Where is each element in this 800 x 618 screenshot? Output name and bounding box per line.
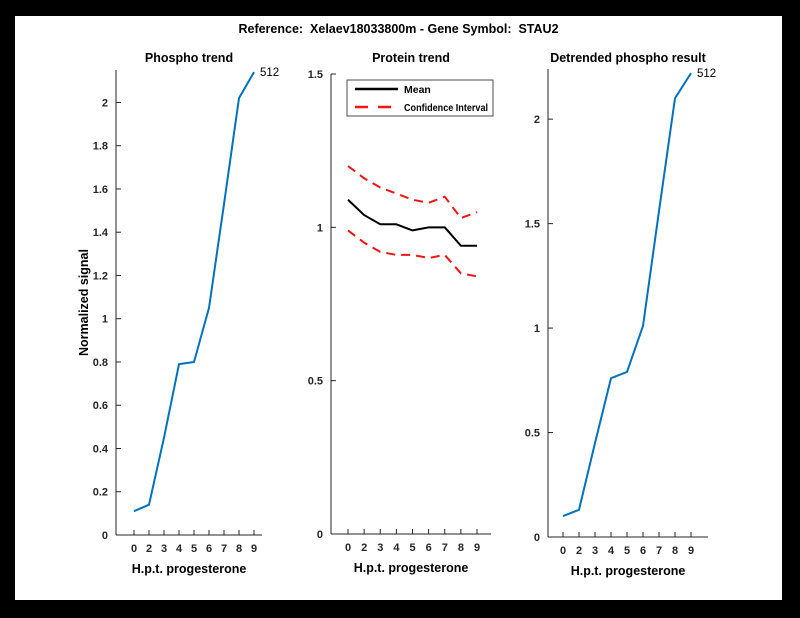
series-end-label: 512 bbox=[260, 67, 279, 79]
x-tick-label: 8 bbox=[236, 543, 242, 555]
figure-title: Reference: Xelaev18033800m - Gene Symbol… bbox=[238, 22, 559, 36]
y-tick-label: 1 bbox=[102, 314, 108, 326]
y-tick-label: 0 bbox=[317, 529, 323, 541]
y-tick-label: 0.6 bbox=[93, 400, 108, 412]
x-tick-label: 5 bbox=[409, 542, 415, 554]
series-line-mean bbox=[347, 199, 477, 247]
y-tick-label: 1.6 bbox=[93, 184, 108, 196]
y-tick-label: 1.4 bbox=[93, 227, 109, 239]
legend-label: Mean bbox=[404, 84, 431, 96]
series-line-512 bbox=[562, 72, 692, 518]
x-tick-label: 7 bbox=[221, 543, 227, 555]
x-tick-label: 0 bbox=[560, 545, 566, 557]
x-tick-label: 3 bbox=[592, 545, 598, 557]
subplot-phospho-trend: 00.20.40.60.811.21.41.61.820 2 3 4 5 6 7 8 9Phos… bbox=[77, 51, 279, 576]
y-tick-label: 2 bbox=[534, 114, 540, 126]
y-axis-label: Normalized signal bbox=[77, 249, 91, 356]
legend-label: Confidence Interval bbox=[404, 102, 488, 114]
legend-box bbox=[346, 79, 494, 117]
x-tick-label: 9 bbox=[474, 542, 480, 554]
x-axis-label: H.p.t. progesterone bbox=[571, 564, 686, 578]
y-tick-label: 1.5 bbox=[525, 219, 540, 231]
x-tick-label: 8 bbox=[672, 545, 678, 557]
y-tick-label: 0.2 bbox=[93, 487, 108, 499]
x-tick-label: 6 bbox=[426, 542, 432, 554]
series-end-label: 512 bbox=[697, 68, 716, 80]
y-tick-label: 1.2 bbox=[93, 270, 108, 282]
plots-canvas: 00.20.40.60.811.21.41.61.820 2 3 4 5 6 7 8 9Phos… bbox=[77, 51, 716, 578]
y-tick-label: 1.8 bbox=[93, 141, 108, 153]
x-tick-label: 4 bbox=[608, 545, 615, 557]
x-tick-label: 9 bbox=[251, 543, 257, 555]
figure-window: Reference: Xelaev18033800m - Gene Symbol… bbox=[15, 16, 782, 600]
series-line-confidence-interval bbox=[347, 165, 478, 220]
x-tick-label: 4 bbox=[176, 543, 183, 555]
x-tick-label: 0 bbox=[345, 542, 351, 554]
x-tick-label: 2 bbox=[146, 543, 152, 555]
legend: Mean Confidence Interval bbox=[346, 79, 494, 117]
y-tick-label: 0 bbox=[102, 530, 108, 542]
y-tick-label: 2 bbox=[102, 97, 108, 109]
x-tick-label: 6 bbox=[206, 543, 212, 555]
y-tick-label: 1 bbox=[317, 222, 323, 234]
y-tick-label: 1 bbox=[534, 323, 540, 335]
x-tick-label: 5 bbox=[624, 545, 630, 557]
x-tick-label: 3 bbox=[161, 543, 167, 555]
y-tick-label: 0.5 bbox=[525, 428, 540, 440]
y-tick-label: 0.4 bbox=[93, 443, 109, 455]
x-tick-label: 3 bbox=[377, 542, 383, 554]
subplot-title: Phospho trend bbox=[145, 51, 233, 65]
x-axis-label: H.p.t. progesterone bbox=[354, 561, 469, 575]
series-line-confidence-interval bbox=[347, 229, 478, 278]
x-tick-label: 9 bbox=[688, 545, 694, 557]
x-tick-label: 0 bbox=[131, 543, 137, 555]
subplot-title: Protein trend bbox=[372, 51, 450, 65]
x-tick-label: 2 bbox=[576, 545, 582, 557]
x-axis-label: H.p.t. progesterone bbox=[132, 562, 247, 576]
x-tick-label: 7 bbox=[442, 542, 448, 554]
x-tick-label: 2 bbox=[361, 542, 367, 554]
series-line-512 bbox=[133, 71, 255, 513]
x-tick-label: 8 bbox=[458, 542, 464, 554]
y-tick-label: 0.8 bbox=[93, 357, 108, 369]
y-tick-label: 0.5 bbox=[308, 376, 323, 388]
y-tick-label: 0 bbox=[534, 532, 540, 544]
y-tick-label: 1.5 bbox=[308, 69, 323, 81]
x-tick-label: 4 bbox=[393, 542, 400, 554]
x-tick-label: 5 bbox=[191, 543, 197, 555]
x-tick-label: 7 bbox=[656, 545, 662, 557]
x-tick-label: 6 bbox=[640, 545, 646, 557]
subplot-title: Detrended phospho result bbox=[550, 51, 706, 65]
